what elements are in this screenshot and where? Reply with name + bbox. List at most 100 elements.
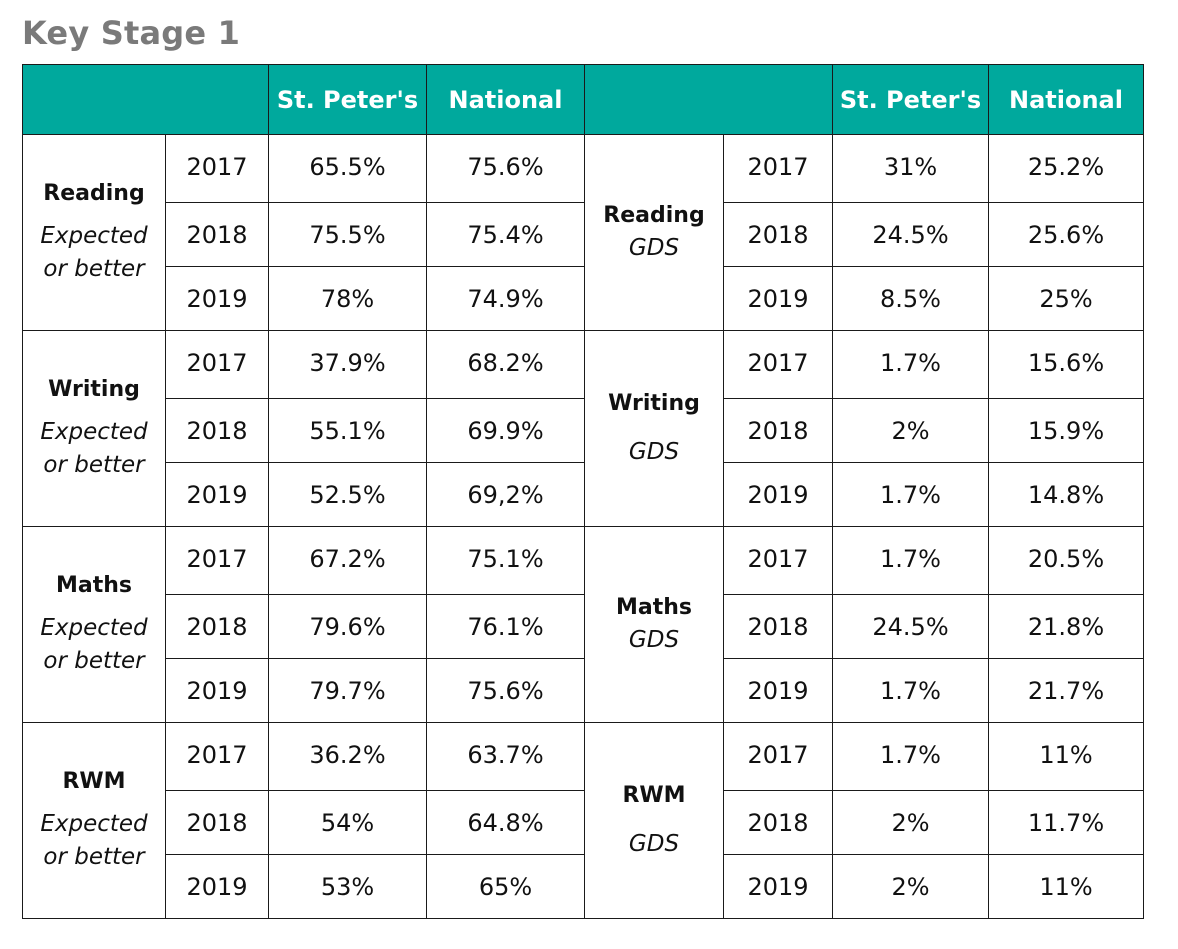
- year-cell: 2018: [165, 790, 269, 855]
- school-value: 78%: [268, 266, 427, 331]
- year-cell: 2019: [165, 854, 269, 919]
- table-row: 2019 53% 65% 2019 2% 11%: [23, 854, 1144, 919]
- national-value: 63.7%: [426, 722, 585, 791]
- national-value: 15.6%: [988, 330, 1144, 399]
- table-header-row: St. Peter's National St. Peter's Nationa…: [22, 64, 1144, 135]
- header-school-left: St. Peter's: [268, 64, 427, 135]
- national-value: 68.2%: [426, 330, 585, 399]
- qualifier-label: Expected: [40, 223, 148, 250]
- national-value: 75.1%: [426, 526, 585, 595]
- national-value: 20.5%: [988, 526, 1144, 595]
- year-cell: 2017: [723, 330, 833, 399]
- year-cell: 2018: [165, 202, 269, 267]
- school-value: 79.7%: [268, 658, 427, 723]
- national-value: 11%: [988, 854, 1144, 919]
- qualifier-label: or better: [43, 452, 145, 479]
- school-value: 65.5%: [268, 134, 427, 203]
- subject-cell-maths-expected: Maths Expected or better: [22, 526, 166, 723]
- table-row: 2019 52.5% 69,2% 2019 1.7% 14.8%: [23, 462, 1144, 527]
- year-cell: 2018: [723, 790, 833, 855]
- subject-label: Reading: [603, 202, 705, 228]
- national-value: 25%: [988, 266, 1144, 331]
- school-value: 1.7%: [832, 330, 989, 399]
- qualifier-label: Expected: [40, 419, 148, 446]
- qualifier-label: Expected: [40, 615, 148, 642]
- national-value: 21.8%: [988, 594, 1144, 659]
- national-value: 25.2%: [988, 134, 1144, 203]
- national-value: 75.6%: [426, 134, 585, 203]
- year-cell: 2017: [165, 526, 269, 595]
- qualifier-label: or better: [43, 844, 145, 871]
- national-value: 74.9%: [426, 266, 585, 331]
- header-national-left: National: [426, 64, 585, 135]
- results-table: St. Peter's National St. Peter's Nationa…: [22, 64, 1144, 919]
- school-value: 1.7%: [832, 658, 989, 723]
- national-value: 25.6%: [988, 202, 1144, 267]
- school-value: 24.5%: [832, 202, 989, 267]
- table-row: 2019 78% 74.9% 2019 8.5% 25%: [23, 266, 1144, 331]
- subject-label: RWM: [622, 782, 686, 808]
- qualifier-label: Expected: [40, 811, 148, 838]
- school-value: 31%: [832, 134, 989, 203]
- subject-cell-writing-expected: Writing Expected or better: [22, 330, 166, 527]
- subject-label: Maths: [615, 594, 692, 620]
- qualifier-label: or better: [43, 256, 145, 283]
- year-cell: 2017: [165, 722, 269, 791]
- national-value: 69,2%: [426, 462, 585, 527]
- subject-label: Writing: [48, 377, 140, 403]
- qualifier-label: GDS: [628, 830, 680, 857]
- subject-label: Writing: [608, 390, 700, 416]
- subject-cell-maths-gds: Maths GDS: [584, 526, 724, 723]
- year-cell: 2017: [165, 330, 269, 399]
- header-blank-left: [22, 64, 269, 135]
- school-value: 36.2%: [268, 722, 427, 791]
- year-cell: 2017: [723, 134, 833, 203]
- qualifier-label: GDS: [628, 438, 680, 465]
- national-value: 11%: [988, 722, 1144, 791]
- subject-cell-rwm-gds: RWM GDS: [584, 722, 724, 919]
- national-value: 65%: [426, 854, 585, 919]
- year-cell: 2019: [723, 462, 833, 527]
- national-value: 75.6%: [426, 658, 585, 723]
- school-value: 54%: [268, 790, 427, 855]
- header-blank-right: [584, 64, 833, 135]
- national-value: 21.7%: [988, 658, 1144, 723]
- national-value: 75.4%: [426, 202, 585, 267]
- school-value: 37.9%: [268, 330, 427, 399]
- school-value: 1.7%: [832, 722, 989, 791]
- year-cell: 2018: [165, 398, 269, 463]
- year-cell: 2018: [723, 594, 833, 659]
- table-row: RWM Expected or better 2017 36.2% 63.7% …: [22, 722, 1144, 919]
- qualifier-label: or better: [43, 648, 145, 675]
- year-cell: 2017: [165, 134, 269, 203]
- header-school-right: St. Peter's: [832, 64, 989, 135]
- table-row: Maths Expected or better 2017 67.2% 75.1…: [22, 526, 1144, 723]
- national-value: 69.9%: [426, 398, 585, 463]
- year-cell: 2019: [723, 854, 833, 919]
- table-row: Writing Expected or better 2017 37.9% 68…: [22, 330, 1144, 527]
- subject-label: Maths: [55, 573, 132, 599]
- year-cell: 2019: [165, 266, 269, 331]
- table-row: 2018 75.5% 75.4% 2018 24.5% 25.6%: [23, 202, 1144, 267]
- school-value: 79.6%: [268, 594, 427, 659]
- school-value: 2%: [832, 854, 989, 919]
- school-value: 67.2%: [268, 526, 427, 595]
- table-row: 2018 54% 64.8% 2018 2% 11.7%: [23, 790, 1144, 855]
- subject-cell-reading-gds: Reading GDS: [584, 134, 724, 331]
- year-cell: 2019: [165, 462, 269, 527]
- school-value: 75.5%: [268, 202, 427, 267]
- school-value: 24.5%: [832, 594, 989, 659]
- page-title: Key Stage 1: [22, 14, 241, 52]
- school-value: 2%: [832, 398, 989, 463]
- national-value: 11.7%: [988, 790, 1144, 855]
- year-cell: 2018: [723, 398, 833, 463]
- subject-cell-reading-expected: Reading Expected or better: [22, 134, 166, 331]
- subject-cell-writing-gds: Writing GDS: [584, 330, 724, 527]
- school-value: 2%: [832, 790, 989, 855]
- national-value: 15.9%: [988, 398, 1144, 463]
- table-row: 2018 79.6% 76.1% 2018 24.5% 21.8%: [23, 594, 1144, 659]
- year-cell: 2019: [165, 658, 269, 723]
- year-cell: 2019: [723, 658, 833, 723]
- year-cell: 2018: [165, 594, 269, 659]
- table-row: 2019 79.7% 75.6% 2019 1.7% 21.7%: [23, 658, 1144, 723]
